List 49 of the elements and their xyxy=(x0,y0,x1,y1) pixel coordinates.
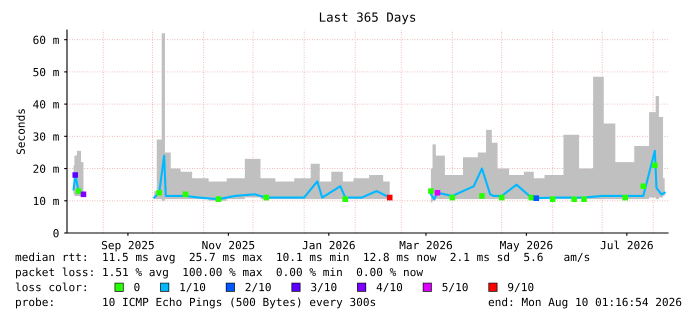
point xyxy=(428,188,434,194)
text: median rtt: 11.5 ms avg 25.7 ms max 10.1 ms min 12.8 ms now 2.1 ms sd 5.6 am/s xyxy=(16,252,590,264)
text: probe: 10 ICMP Echo Pings (500 Bytes) every 300s xyxy=(16,298,376,308)
point xyxy=(640,184,646,190)
legend-label: 9/10 xyxy=(508,282,534,292)
legend-label: 0 xyxy=(134,282,140,292)
y-tick-label: 10 m xyxy=(34,196,59,206)
legend-title: loss color: xyxy=(16,282,86,292)
point xyxy=(498,194,504,200)
x-tick-label: Jan 2026 xyxy=(302,240,355,250)
point xyxy=(622,194,628,200)
legend-label: 1/10 xyxy=(180,282,206,292)
y-tick-label: 50 m xyxy=(33,68,59,76)
y-axis-title: Seconds xyxy=(16,109,25,154)
y-tick-label: 20 m xyxy=(33,164,59,173)
point xyxy=(80,192,86,198)
point xyxy=(216,196,222,202)
point xyxy=(528,194,534,200)
x-tick-label: Jul 2026 xyxy=(600,240,653,250)
x-tick-label: May 2026 xyxy=(500,240,552,252)
legend-label: 5/10 xyxy=(442,282,468,292)
point xyxy=(533,195,540,201)
text: packet loss: 1.51 % avg 100.00 % max 0.00 % min 0.00 % now xyxy=(16,268,424,278)
chart-title: Last 365 Days xyxy=(320,12,416,24)
x-tick-label: Mar 2026 xyxy=(400,240,452,250)
point xyxy=(386,194,393,200)
x-tick-label: Nov 2025 xyxy=(202,240,254,250)
y-tick-label: 0 xyxy=(53,229,59,238)
point xyxy=(571,196,577,202)
point xyxy=(156,190,162,196)
point xyxy=(581,196,587,202)
point xyxy=(72,172,78,178)
legend-label: 2/10 xyxy=(246,282,271,292)
point xyxy=(263,194,270,200)
y-tick-label: 40 m xyxy=(33,100,59,109)
text: end: Mon Aug 10 01:16:54 2026 xyxy=(488,298,682,308)
legend-label: 4/10 xyxy=(376,282,402,292)
x-tick-label: Sep 2025 xyxy=(102,240,154,252)
point xyxy=(434,190,440,196)
point xyxy=(479,193,485,199)
point xyxy=(450,194,456,200)
point xyxy=(76,188,82,194)
point xyxy=(550,196,556,202)
point xyxy=(182,192,188,198)
point xyxy=(342,196,348,202)
point xyxy=(652,162,658,168)
y-tick-label: 30 m xyxy=(33,132,59,141)
y-tick-label: 60 m xyxy=(33,36,59,44)
legend-label: 3/10 xyxy=(311,282,336,292)
